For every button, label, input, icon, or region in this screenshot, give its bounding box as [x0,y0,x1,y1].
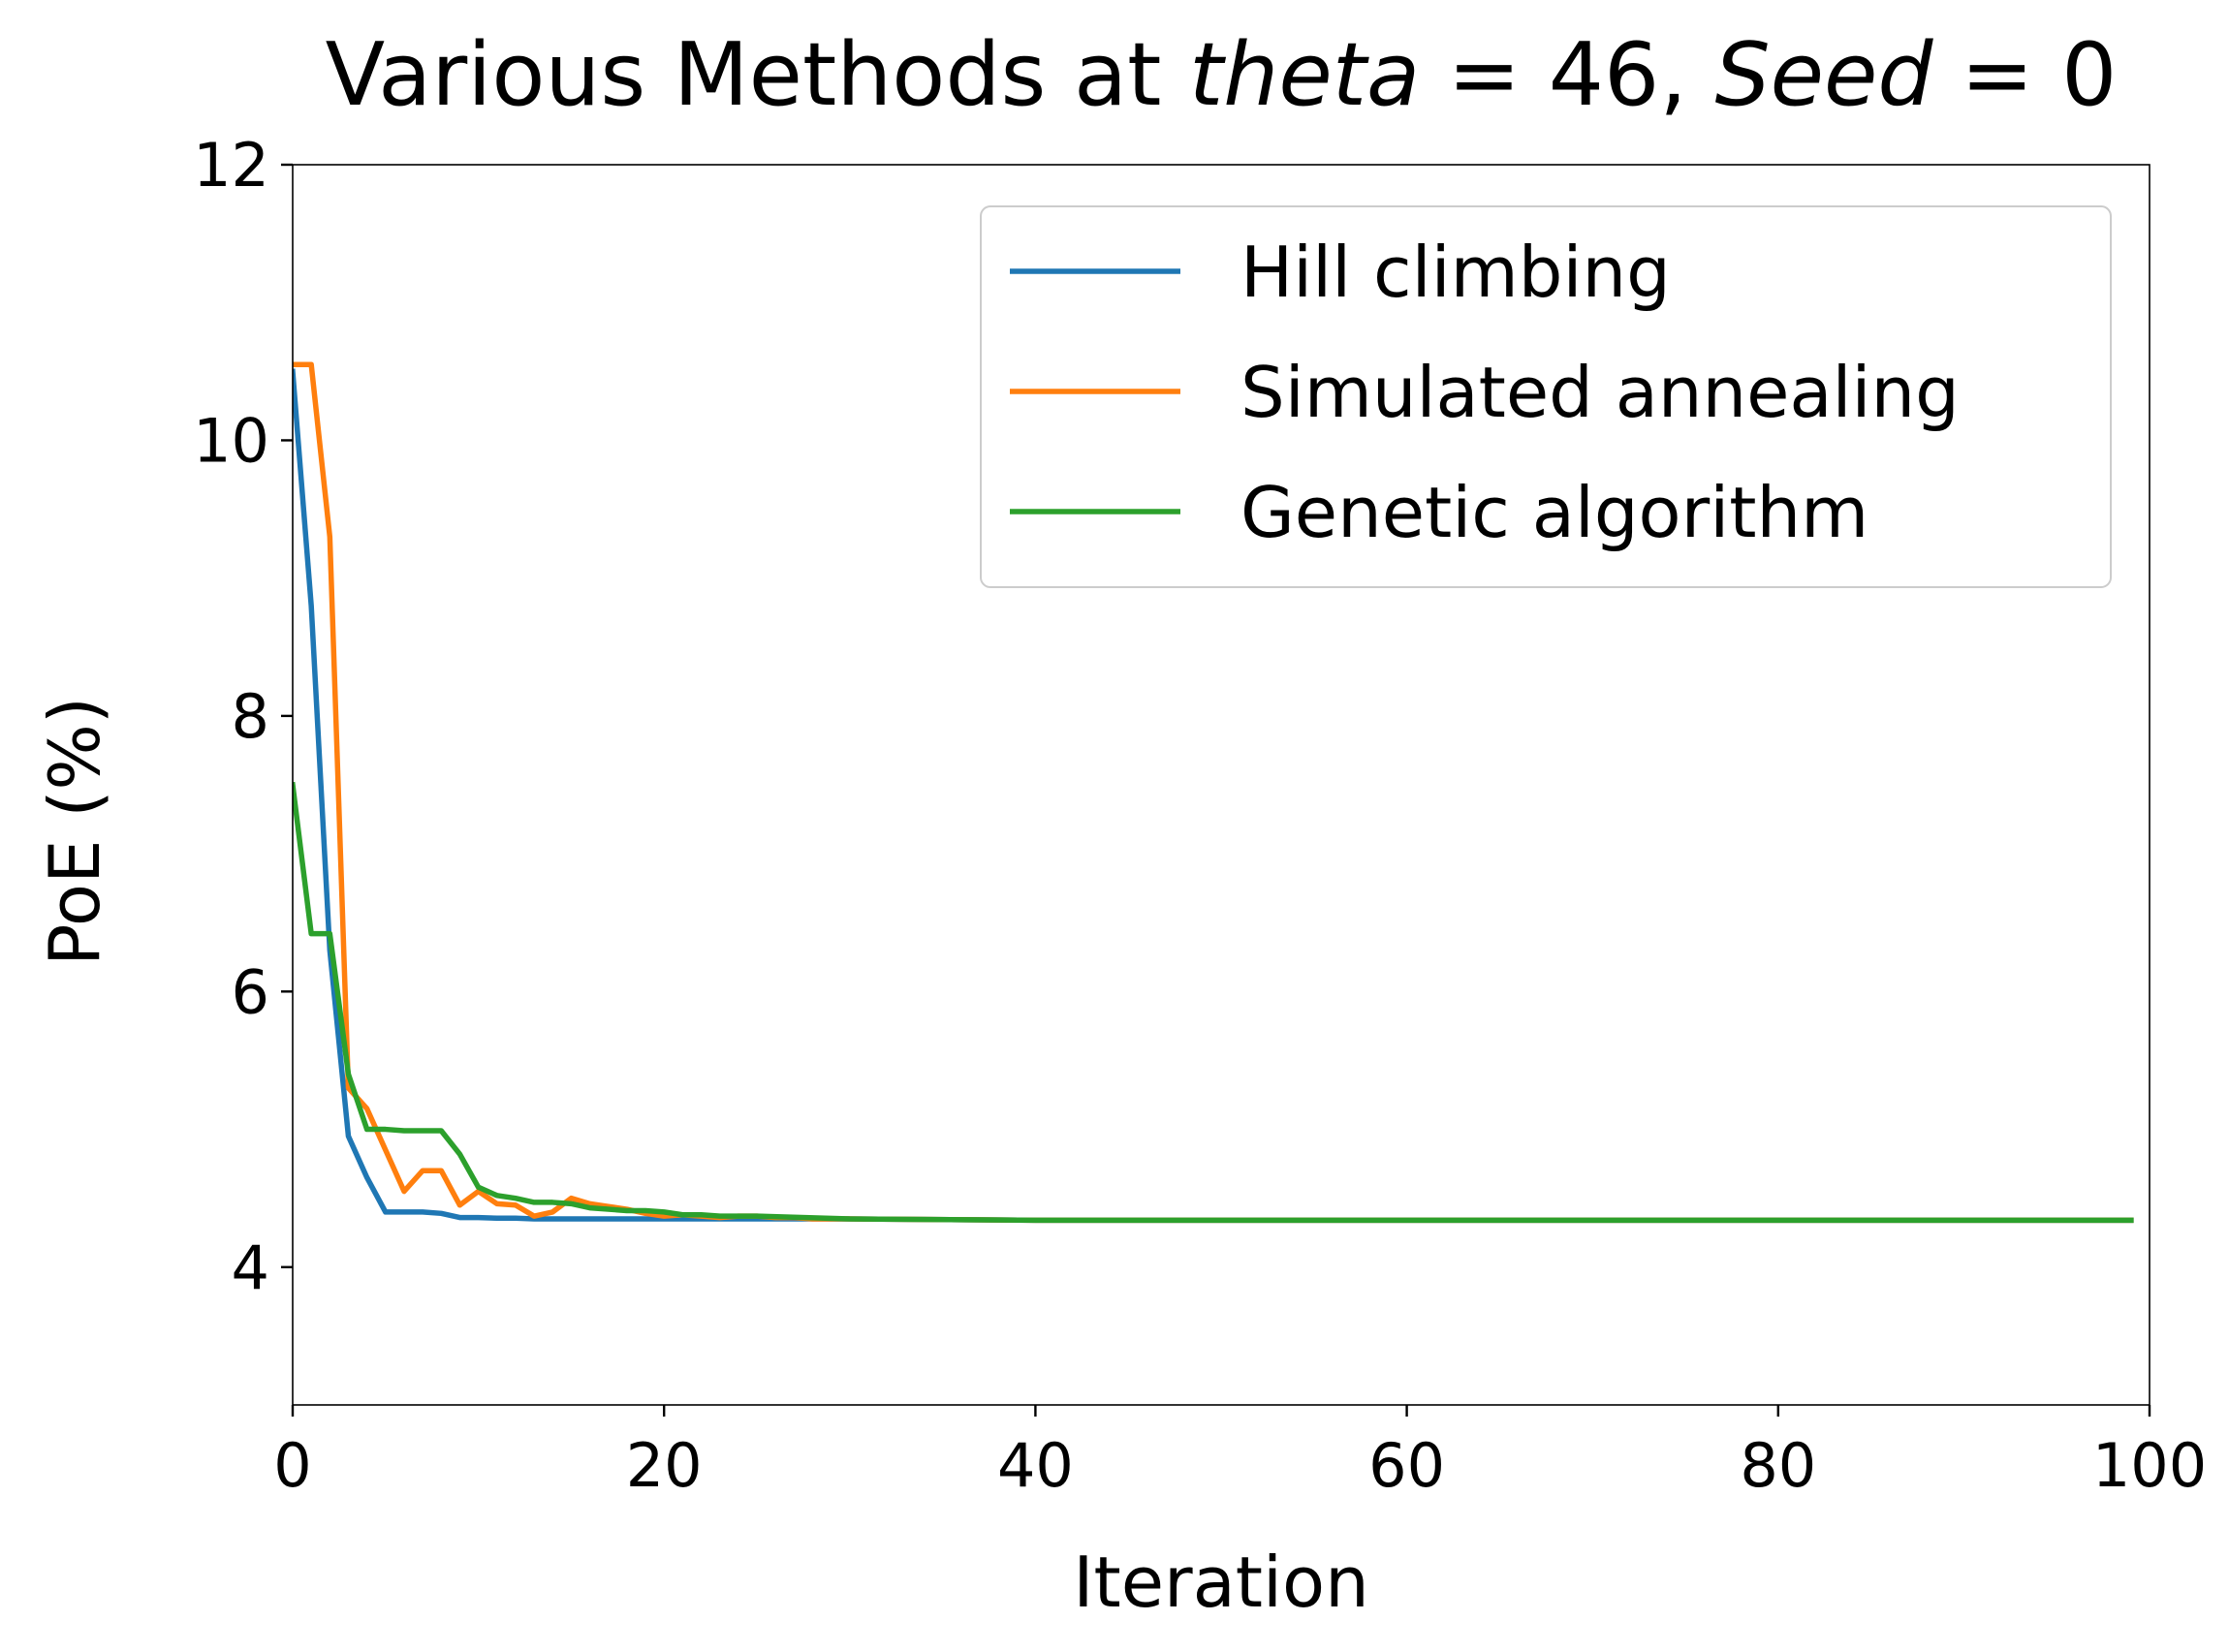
y-tick-label: 6 [232,956,269,1027]
x-tick-label: 60 [1368,1430,1445,1501]
legend-label: Genetic algorithm [1240,472,1868,553]
axis-ticks: 0 20 40 60 80 100 4 6 8 10 12 [193,130,2207,1501]
y-axis-label: PoE (%) [34,697,115,966]
plot-frame [292,164,2151,1406]
plot-area [293,361,2134,1224]
x-tick-label: 80 [1740,1430,1816,1501]
y-tick-label: 10 [193,405,269,476]
series-line-3 [293,781,2134,1224]
legend-label: Hill climbing [1240,232,1671,313]
legend-label: Simulated annealing [1240,352,1960,433]
legend: Hill climbing Simulated annealing Genetic … [980,205,2112,588]
x-tick-label: 40 [997,1430,1074,1501]
chart-title-part: theta [1189,24,1420,126]
x-tick-label: 100 [2092,1430,2207,1501]
legend-box [980,205,2112,588]
chart-title-part: Various Methods at [326,24,1189,126]
chart-title: Various Methods at theta = 46, Seed = 0 [326,24,2118,126]
chart-title-part: Seed [1715,24,1934,126]
x-tick-label: 20 [626,1430,703,1501]
x-tick-label: 0 [273,1430,311,1501]
chart-title-part: = 46, [1420,24,1714,126]
chart-title-part: = 0 [1933,24,2118,126]
y-tick-label: 12 [193,130,269,201]
y-tick-label: 4 [232,1232,269,1303]
x-axis-label: Iteration [1073,1542,1368,1623]
y-tick-label: 8 [232,681,269,752]
